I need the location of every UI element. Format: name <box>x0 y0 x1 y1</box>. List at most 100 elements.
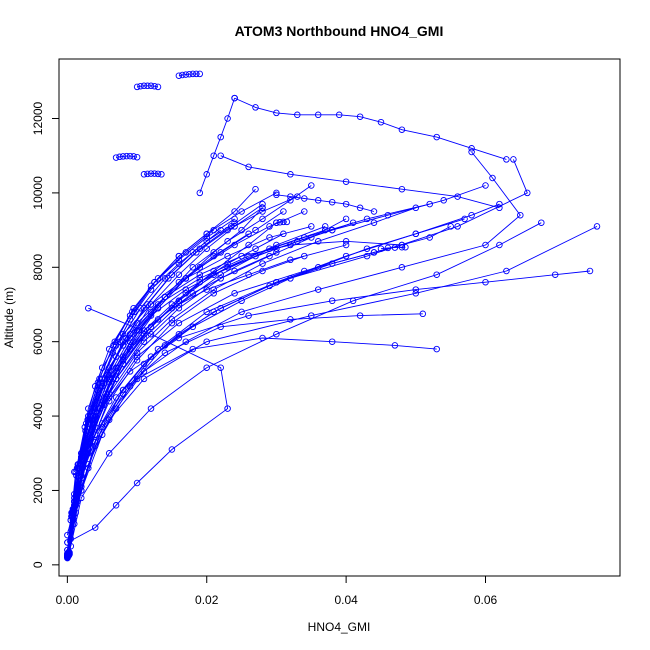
series-29 <box>65 182 315 557</box>
data-point <box>217 275 224 282</box>
data-point <box>130 153 137 160</box>
data-point <box>259 260 266 267</box>
data-point <box>119 386 127 394</box>
data-point <box>342 241 350 249</box>
data-point <box>308 223 315 230</box>
data-point <box>398 243 406 251</box>
data-point <box>147 282 155 290</box>
data-point <box>468 145 475 152</box>
data-point <box>105 364 113 371</box>
data-point <box>489 174 496 182</box>
data-point <box>314 197 322 204</box>
data-point <box>126 368 134 375</box>
data-point <box>308 182 315 189</box>
data-point <box>217 364 224 371</box>
data-point <box>245 163 252 171</box>
data-point <box>203 338 210 345</box>
data-point <box>133 375 141 383</box>
series-39 <box>64 334 440 539</box>
series-line <box>178 73 200 77</box>
data-point <box>273 191 280 199</box>
data-point <box>503 267 510 275</box>
data-point <box>328 297 336 305</box>
data-point <box>294 238 301 245</box>
data-point <box>280 208 287 215</box>
series-line <box>234 97 507 160</box>
data-point <box>412 286 420 293</box>
data-point <box>224 252 231 260</box>
data-point <box>266 234 273 241</box>
data-point <box>144 170 151 178</box>
data-point <box>377 245 385 252</box>
data-point <box>273 278 280 286</box>
data-point <box>252 245 259 252</box>
data-point <box>301 234 308 241</box>
data-point <box>116 153 123 161</box>
data-point <box>280 218 287 226</box>
data-point <box>283 218 291 226</box>
data-point <box>314 111 322 119</box>
data-point <box>328 260 336 267</box>
x-axis-label: HNO4_GMI <box>308 620 371 634</box>
data-point <box>370 208 378 215</box>
series-line <box>67 307 229 543</box>
y-axis-label: Altitude (m) <box>2 287 16 348</box>
data-point <box>133 349 141 357</box>
data-point <box>78 472 85 479</box>
series-line <box>66 203 430 555</box>
data-point <box>196 271 204 278</box>
data-point <box>224 238 231 245</box>
data-point <box>301 252 308 260</box>
data-point <box>273 245 280 252</box>
series-32 <box>78 200 503 494</box>
series-46 <box>377 243 409 252</box>
data-point <box>412 290 420 297</box>
data-point <box>273 249 280 256</box>
data-point <box>203 364 210 371</box>
data-point <box>342 238 350 245</box>
data-point <box>147 312 155 319</box>
data-point <box>273 109 280 117</box>
series-5 <box>67 219 545 550</box>
data-point <box>147 301 155 308</box>
y-tick-label: 10000 <box>31 176 45 210</box>
data-point <box>98 364 106 371</box>
data-point <box>91 423 99 431</box>
data-point <box>186 70 193 78</box>
data-point <box>110 342 117 349</box>
data-point <box>294 193 301 200</box>
series-45 <box>140 170 165 178</box>
data-point <box>231 219 238 226</box>
data-point <box>144 82 151 90</box>
data-point <box>496 200 503 208</box>
data-point <box>314 286 322 293</box>
series-line <box>380 246 406 250</box>
data-point <box>147 82 155 90</box>
data-point <box>370 219 378 226</box>
data-point <box>224 115 231 122</box>
data-point <box>266 282 273 290</box>
data-point <box>245 312 252 319</box>
data-point <box>321 223 329 230</box>
data-point <box>179 71 186 79</box>
data-point <box>259 204 266 212</box>
series-line <box>80 203 500 491</box>
data-point <box>111 338 119 345</box>
data-point <box>349 219 357 226</box>
data-point <box>151 82 158 90</box>
data-point <box>105 450 113 457</box>
data-point <box>224 226 231 234</box>
data-point <box>154 170 162 178</box>
series-line <box>115 155 138 159</box>
data-point <box>276 219 284 226</box>
data-point <box>114 364 121 371</box>
data-point <box>586 267 594 275</box>
data-point <box>189 345 197 353</box>
series-line <box>276 221 287 224</box>
data-point <box>165 275 172 282</box>
data-point <box>280 230 287 238</box>
data-point <box>133 153 141 161</box>
data-point <box>342 200 350 208</box>
